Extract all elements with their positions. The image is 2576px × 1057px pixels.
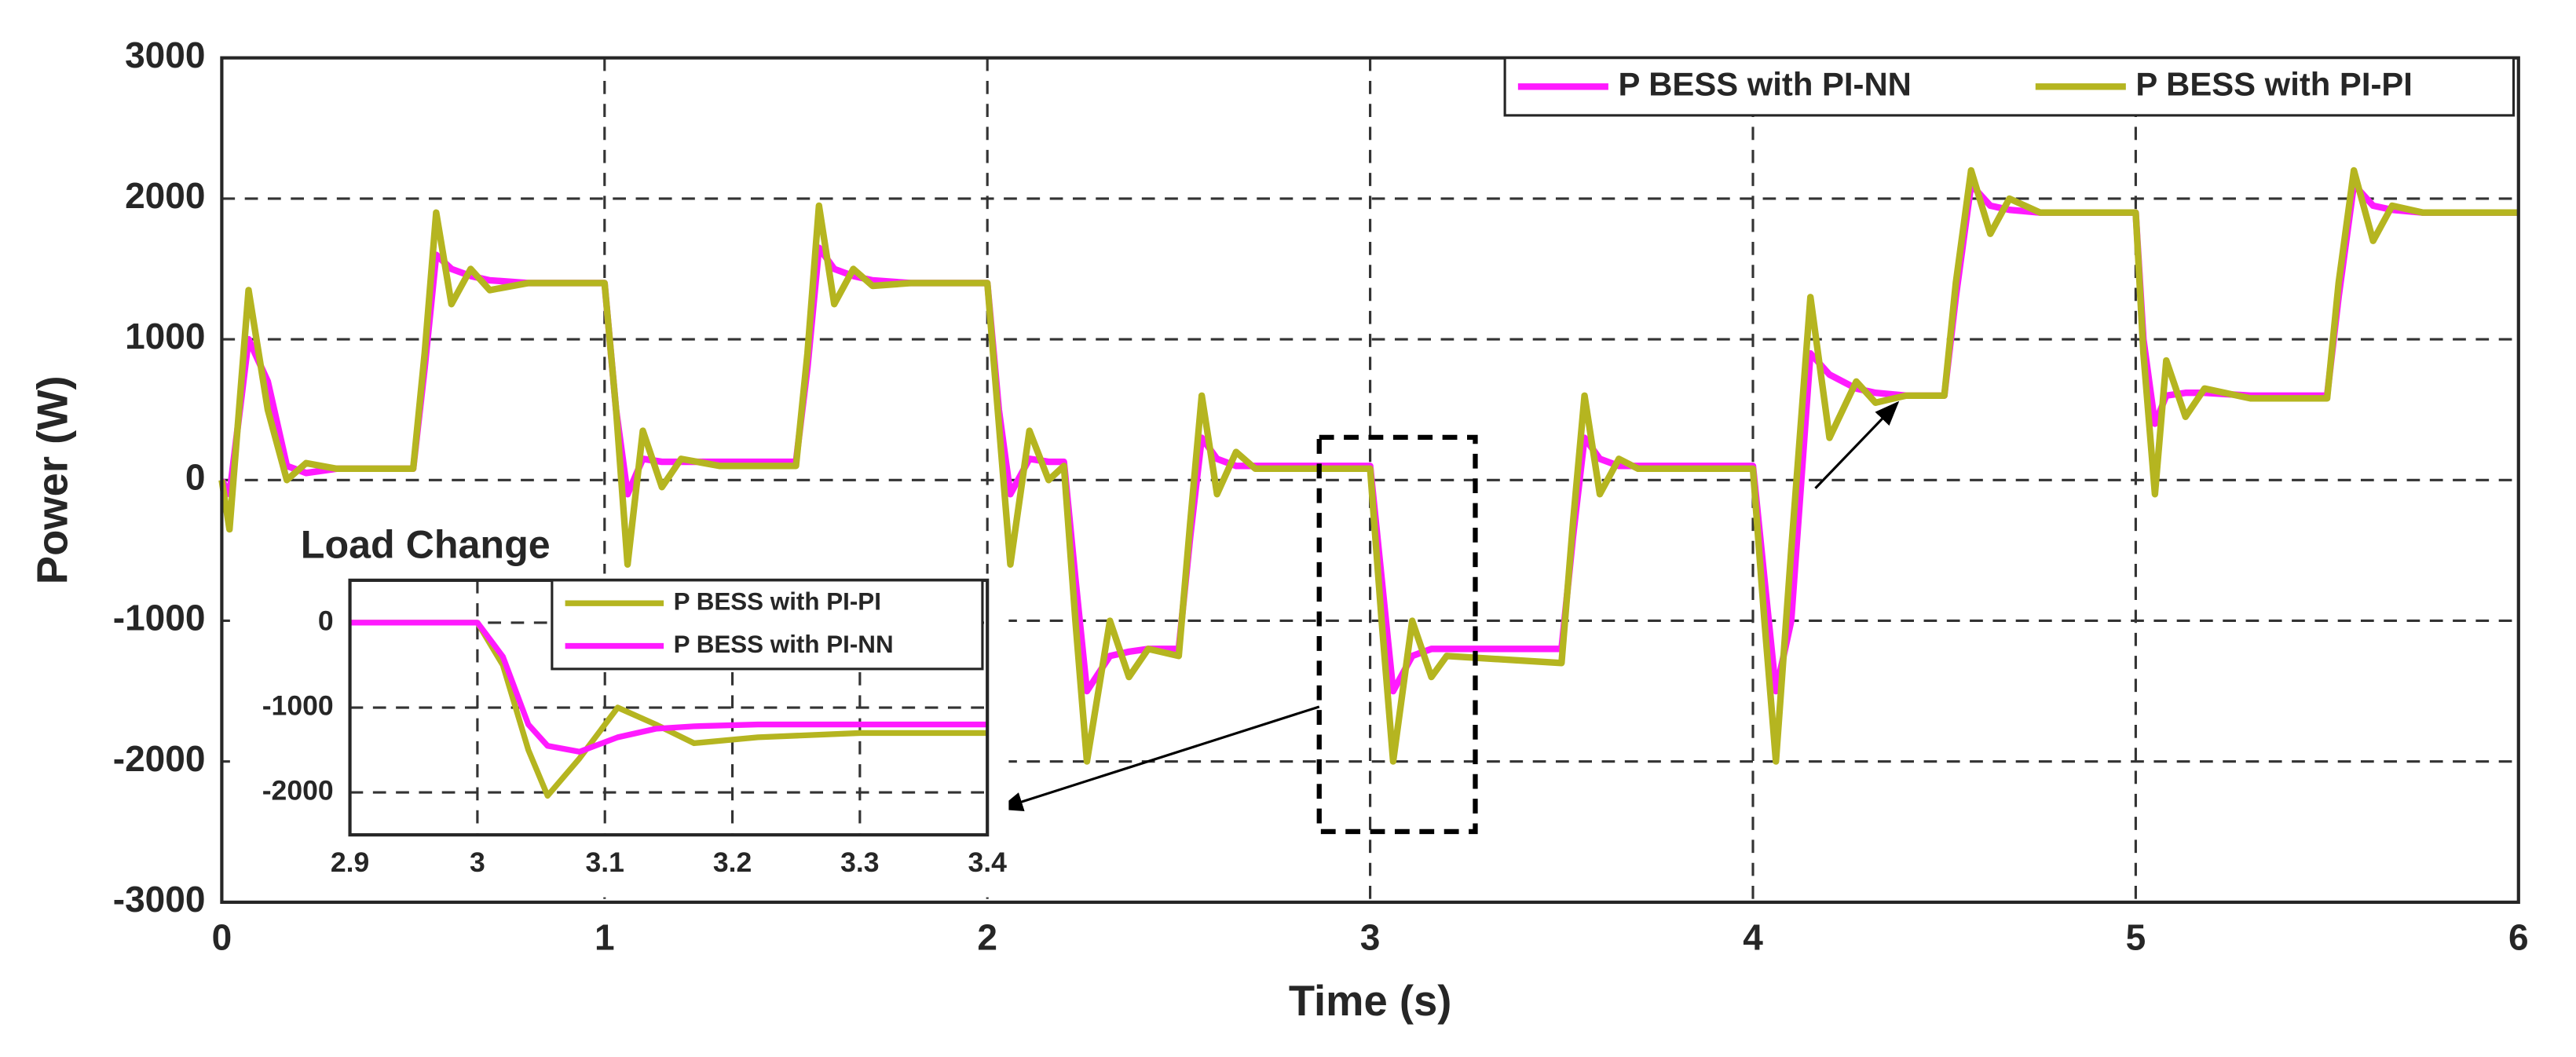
plot-frame — [220, 56, 2520, 904]
x-tick-label: 3 — [470, 847, 485, 878]
y-tick-label: 1000 — [125, 316, 205, 357]
x-tick-label: 2 — [977, 916, 997, 957]
x-tick-label: 3.3 — [840, 847, 879, 878]
annotation: Load Change — [301, 522, 551, 566]
zoom-arrow — [997, 705, 1320, 812]
legend-box — [1503, 57, 2516, 117]
x-axis-label: Time (s) — [1289, 977, 1452, 1025]
x-tick-label: 3.4 — [968, 847, 1007, 878]
x-tick-label: 0 — [212, 916, 232, 957]
x-tick-label: 3.1 — [586, 847, 624, 878]
series-line — [218, 166, 2519, 765]
legend-label: P BESS with PI-PI — [674, 587, 881, 615]
y-tick-label: 0 — [185, 456, 206, 497]
y-tick-label: -2000 — [113, 738, 206, 779]
x-tick-label: 3 — [1360, 916, 1381, 957]
series-line — [349, 620, 988, 755]
legend: P BESS with PI-NN P BESS with PI-PI — [1503, 57, 2516, 117]
x-tick-label: 3.2 — [713, 847, 752, 878]
legend-box — [551, 579, 984, 671]
y-axis-label: Power (W) — [28, 375, 76, 584]
y-tick-label: 2000 — [125, 175, 205, 216]
legend: P BESS with PI-PI P BESS with PI-NN — [551, 579, 984, 671]
x-tick-label: 5 — [2126, 916, 2146, 957]
pointer-arrow — [1814, 400, 1900, 489]
zoom-box — [1316, 434, 1478, 835]
y-tick-label: -3000 — [113, 879, 206, 920]
y-tick-label: -1000 — [113, 598, 206, 638]
legend-label: P BESS with PI-NN — [674, 631, 894, 658]
y-tick-label: -2000 — [262, 774, 334, 806]
x-tick-label: 2.9 — [331, 847, 369, 878]
x-tick-label: 6 — [2508, 916, 2529, 957]
x-tick-label: 4 — [1743, 916, 1763, 957]
y-tick-label: 0 — [318, 605, 334, 636]
legend-label: P BESS with PI-NN — [1618, 65, 1911, 102]
x-tick-label: 1 — [595, 916, 615, 957]
y-tick-label: 3000 — [125, 35, 205, 75]
legend-label: P BESS with PI-PI — [2135, 65, 2413, 102]
series-line — [349, 620, 988, 799]
y-tick-label: -1000 — [262, 689, 334, 721]
